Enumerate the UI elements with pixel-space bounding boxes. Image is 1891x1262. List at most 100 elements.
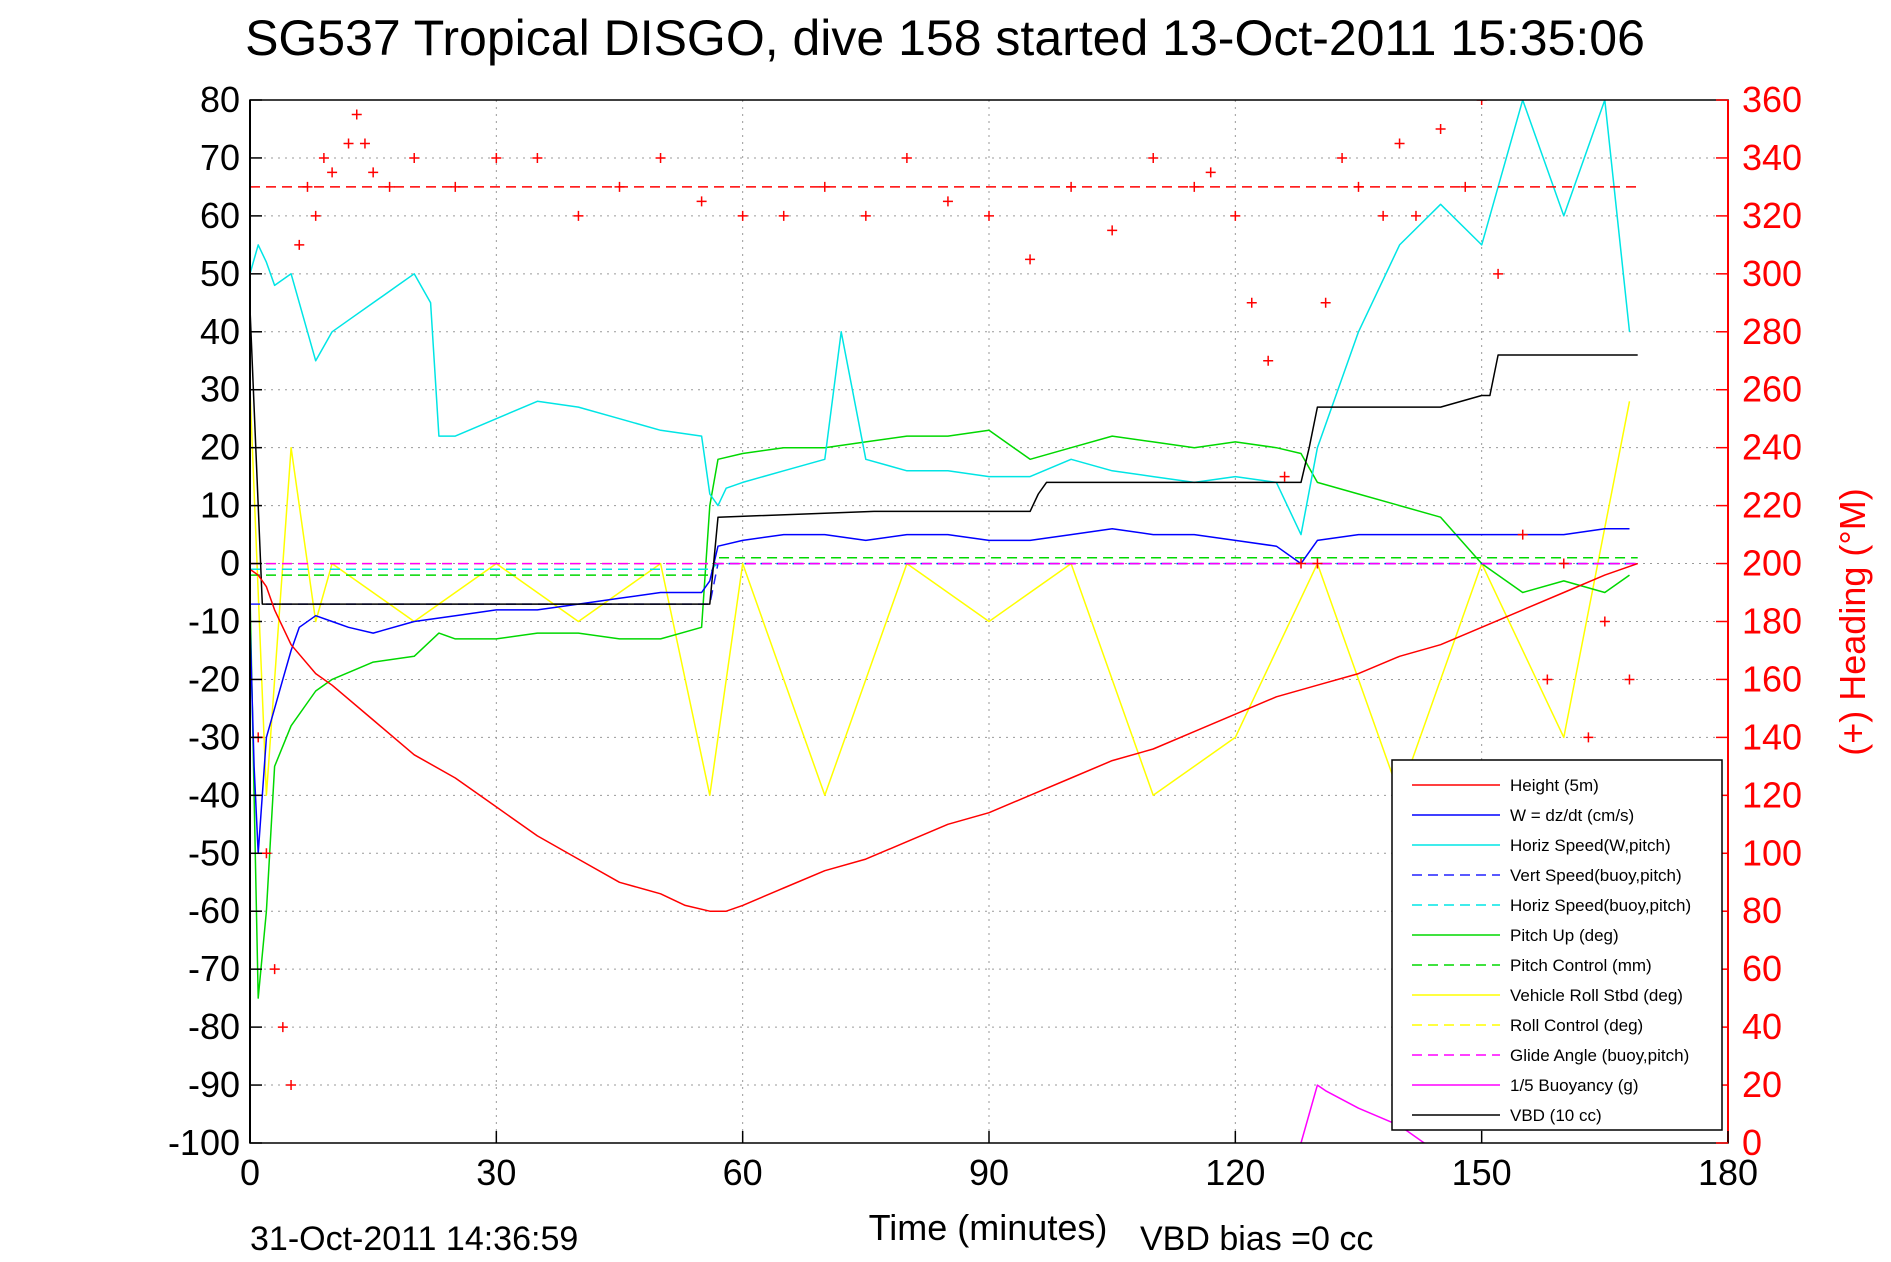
x-tick-label: 150 xyxy=(1452,1152,1512,1193)
heading-point xyxy=(1312,558,1323,569)
heading-point xyxy=(1394,138,1405,149)
y-axis-ticks: -100-90-80-70-60-50-40-30-20-10010203040… xyxy=(168,79,262,1163)
x-tick-label: 180 xyxy=(1698,1152,1758,1193)
series-height-5m xyxy=(250,562,1638,912)
heading-point xyxy=(1148,152,1159,163)
heading-point xyxy=(1542,674,1553,685)
heading-point xyxy=(696,196,707,207)
y-tick-label: -10 xyxy=(188,601,240,642)
heading-point xyxy=(1230,210,1241,221)
heading-point xyxy=(1476,100,1487,105)
legend-item: Height (5m) xyxy=(1412,776,1599,795)
y-tick-label: -70 xyxy=(188,948,240,989)
heading-point xyxy=(942,196,953,207)
y-tick-label: -50 xyxy=(188,832,240,873)
legend-items: Height (5m) W = dz/dt (cm/s) Horiz Speed(W… xyxy=(1412,776,1691,1125)
heading-point xyxy=(1624,674,1635,685)
series-line xyxy=(250,562,1638,912)
series-line xyxy=(250,429,1630,999)
legend: Height (5m) W = dz/dt (cm/s) Horiz Speed(W… xyxy=(1391,759,1723,1131)
x-tick-label: 0 xyxy=(240,1152,260,1193)
heading-tick-label: 60 xyxy=(1742,948,1782,989)
heading-tick-label: 100 xyxy=(1742,832,1802,873)
legend-item: Pitch Control (mm) xyxy=(1412,956,1652,975)
heading-point xyxy=(1263,355,1274,366)
heading-tick-label: 80 xyxy=(1742,890,1782,931)
heading-tick-label: 160 xyxy=(1742,658,1802,699)
x-tick-label: 90 xyxy=(969,1152,1009,1193)
heading-point xyxy=(1378,210,1389,221)
heading-point xyxy=(860,210,871,221)
heading-point xyxy=(737,210,748,221)
legend-label: Pitch Up (deg) xyxy=(1510,926,1619,945)
heading-tick-label: 0 xyxy=(1742,1122,1762,1163)
heading-point xyxy=(1435,123,1446,134)
y-tick-label: 70 xyxy=(200,137,240,178)
heading-tick-label: 140 xyxy=(1742,716,1802,757)
footer-date: 31-Oct-2011 14:36:59 xyxy=(250,1220,578,1258)
series-line xyxy=(250,557,1638,576)
y-tick-label: 50 xyxy=(200,253,240,294)
heading-tick-label: 20 xyxy=(1742,1064,1782,1105)
heading-point xyxy=(1558,558,1569,569)
y-tick-label: 80 xyxy=(200,79,240,120)
heading-tick-label: 240 xyxy=(1742,427,1802,468)
heading-point xyxy=(269,964,280,975)
heading-axis-label: (+) Heading (°M) xyxy=(1832,488,1873,755)
series-horiz-speed-buoy-pitch xyxy=(250,562,1638,571)
heading-point xyxy=(286,1080,297,1091)
heading-point xyxy=(343,138,354,149)
y-tick-label: -90 xyxy=(188,1064,240,1105)
y-tick-label: -20 xyxy=(188,658,240,699)
series-line xyxy=(250,562,1638,571)
footer-vbd-bias: VBD bias =0 cc xyxy=(1140,1220,1373,1258)
heading-point xyxy=(1599,616,1610,627)
series-line xyxy=(250,389,1631,797)
grid-lines xyxy=(250,100,1728,1143)
y-tick-label: 40 xyxy=(200,311,240,352)
legend-label: Glide Angle (buoy,pitch) xyxy=(1510,1046,1689,1065)
heading-point xyxy=(655,152,666,163)
heading-point xyxy=(1205,167,1216,178)
series-layer xyxy=(250,100,1638,1143)
heading-point xyxy=(901,152,912,163)
y-tick-label: -80 xyxy=(188,1006,240,1047)
legend-item: VBD (10 cc) xyxy=(1412,1106,1602,1125)
y-tick-label: -60 xyxy=(188,890,240,931)
y-tick-label: -40 xyxy=(188,774,240,815)
x-tick-label: 120 xyxy=(1205,1152,1265,1193)
heading-point xyxy=(1296,558,1307,569)
legend-item: Roll Control (deg) xyxy=(1412,1016,1643,1035)
series-vbd-10-cc xyxy=(250,308,1638,605)
series-heading xyxy=(253,100,1635,1091)
heading-point xyxy=(1493,268,1504,279)
chart-title: SG537 Tropical DISGO, dive 158 started 1… xyxy=(245,10,1645,66)
heading-point xyxy=(984,210,994,221)
legend-label: Vert Speed(buoy,pitch) xyxy=(1510,866,1682,885)
x-tick-label: 30 xyxy=(476,1152,516,1193)
series-vehicle-roll-stbd-deg xyxy=(250,389,1631,797)
series-line xyxy=(250,308,1638,605)
legend-item: W = dz/dt (cm/s) xyxy=(1412,806,1634,825)
y-tick-label: 30 xyxy=(200,369,240,410)
y-tick-label: 10 xyxy=(200,485,240,526)
legend-label: VBD (10 cc) xyxy=(1510,1106,1602,1125)
heading-tick-label: 220 xyxy=(1742,485,1802,526)
heading-point xyxy=(1107,225,1118,236)
legend-item: Vehicle Roll Stbd (deg) xyxy=(1412,986,1683,1005)
heading-point xyxy=(409,152,420,163)
heading-tick-label: 320 xyxy=(1742,195,1802,236)
series-w-dz-dt-cm-s xyxy=(250,528,1630,855)
y-tick-label: -30 xyxy=(188,716,240,757)
y-tick-label: -100 xyxy=(168,1122,240,1163)
legend-label: Horiz Speed(buoy,pitch) xyxy=(1510,896,1691,915)
heading-point xyxy=(1025,254,1036,265)
legend-label: Roll Control (deg) xyxy=(1510,1016,1643,1035)
legend-item: Glide Angle (buoy,pitch) xyxy=(1412,1046,1689,1065)
legend-label: Pitch Control (mm) xyxy=(1510,956,1652,975)
heading-tick-label: 300 xyxy=(1742,253,1802,294)
heading-point xyxy=(778,210,789,221)
legend-label: Horiz Speed(W,pitch) xyxy=(1510,836,1671,855)
legend-label: 1/5 Buoyancy (g) xyxy=(1510,1076,1639,1095)
